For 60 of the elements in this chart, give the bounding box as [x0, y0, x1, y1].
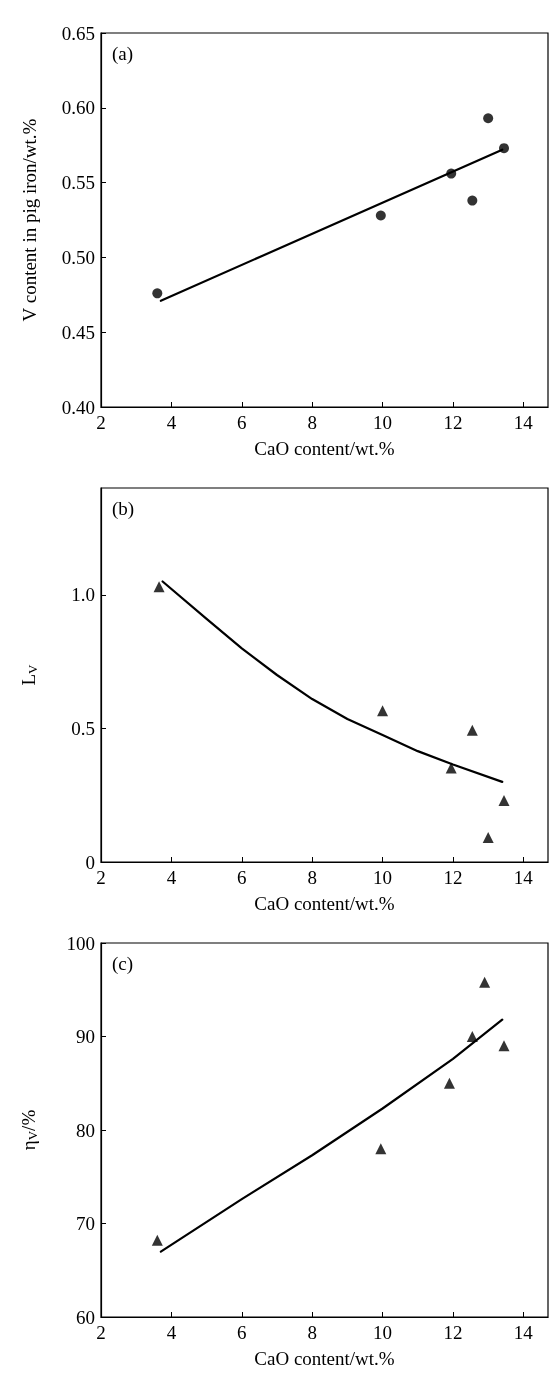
x-tick-label: 10	[373, 1322, 393, 1343]
x-tick-label: 14	[513, 1322, 534, 1343]
y-tick-label: 70	[76, 1213, 95, 1234]
point	[498, 795, 510, 807]
y-tick-label: 60	[76, 1306, 95, 1328]
x-tick-label: 10	[373, 412, 393, 433]
x-tick-label: 14	[513, 867, 534, 888]
point	[443, 1077, 455, 1089]
x-tick-label: 8	[307, 412, 317, 433]
y-tick-label: 80	[76, 1119, 95, 1141]
x-tick-label: 4	[166, 412, 177, 433]
point	[151, 1234, 163, 1246]
y-tick-label: 0	[85, 851, 95, 873]
y-tick-label: 0.60	[61, 97, 95, 119]
line-series	[159, 1018, 504, 1253]
x-tick-label: 10	[373, 867, 393, 888]
x-tick-label: 8	[307, 867, 317, 888]
point	[153, 581, 165, 593]
y-axis-title: V content in pig iron/wt.%	[19, 118, 40, 322]
x-axis-title: CaO content/wt.%	[254, 1348, 395, 1369]
point	[377, 705, 389, 717]
x-tick-label: 2	[96, 1322, 106, 1343]
x-tick-label: 12	[443, 867, 463, 888]
annotation: (c)	[112, 953, 134, 975]
x-tick-label: 14	[513, 412, 534, 433]
point	[483, 113, 494, 124]
annotation: (b)	[112, 498, 135, 520]
y-tick-label: 0.55	[61, 172, 95, 194]
point	[482, 831, 494, 843]
x-tick-label: 12	[443, 412, 463, 433]
y-tick-label: 0.5	[71, 717, 95, 739]
point	[375, 1143, 387, 1155]
x-tick-label: 4	[166, 1322, 177, 1343]
x-axis-title: CaO content/wt.%	[254, 438, 395, 459]
y-tick-label: 90	[76, 1026, 95, 1047]
y-tick-label: 0.65	[61, 22, 95, 44]
y-tick-label: 0.45	[61, 321, 95, 343]
y-tick-label: 0.40	[61, 396, 95, 418]
y-tick-label: 0.50	[61, 246, 95, 268]
x-tick-label: 8	[307, 1322, 317, 1343]
x-tick-label: 6	[237, 867, 247, 888]
point	[499, 143, 509, 154]
point	[479, 976, 491, 988]
x-tick-label: 12	[443, 1322, 463, 1343]
point	[375, 210, 386, 221]
y-tick-label: 100	[66, 932, 95, 954]
x-tick-label: 4	[166, 867, 177, 888]
x-tick-label: 2	[96, 412, 106, 433]
point	[498, 1040, 510, 1052]
point	[467, 195, 478, 206]
point	[152, 288, 163, 299]
x-tick-label: 6	[237, 412, 247, 433]
y-tick-label: 1.0	[71, 584, 95, 606]
x-axis-title: CaO content/wt.%	[254, 893, 395, 914]
point	[466, 724, 478, 736]
y-axis-title: LV	[18, 663, 40, 686]
y-axis-title: ηV/%	[18, 1109, 40, 1151]
annotation: (a)	[112, 43, 134, 65]
x-tick-label: 6	[237, 1322, 247, 1343]
x-tick-label: 2	[96, 867, 106, 888]
